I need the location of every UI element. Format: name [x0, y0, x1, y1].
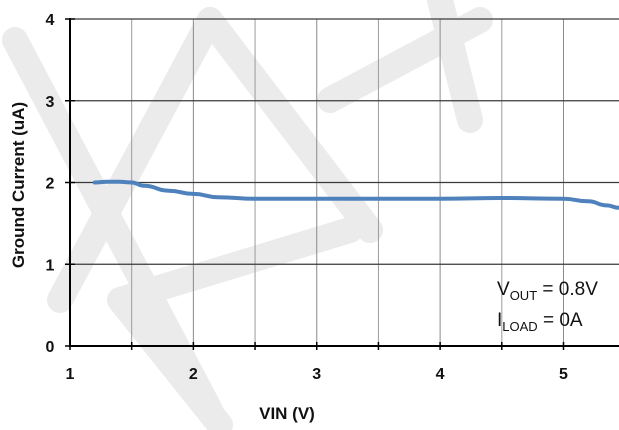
watermark-stroke: [107, 287, 233, 430]
watermark-stroke: [197, 7, 383, 243]
y-axis-title: Ground Current (uA): [9, 102, 28, 268]
y-tick-label: 3: [46, 94, 55, 111]
watermark-stroke: [47, 7, 223, 313]
watermark-stroke: [427, 0, 483, 133]
condition-annotation: VOUT = 0.8V: [497, 279, 598, 303]
y-tick-label: 1: [46, 257, 55, 274]
y-tick-label: 2: [46, 176, 55, 193]
x-tick-label: 1: [66, 366, 75, 383]
condition-annotation: ILOAD = 0A: [497, 310, 583, 334]
x-tick-label: 5: [559, 366, 568, 383]
y-tick-label: 0: [46, 339, 55, 356]
series-line: [92, 179, 619, 210]
y-tick-label: 4: [46, 12, 55, 29]
x-tick-label: 3: [312, 366, 321, 383]
watermark-stroke: [107, 217, 363, 313]
x-axis-title: VIN (V): [259, 404, 315, 423]
x-tick-label: 4: [436, 366, 445, 383]
x-tick-label: 2: [189, 366, 198, 383]
